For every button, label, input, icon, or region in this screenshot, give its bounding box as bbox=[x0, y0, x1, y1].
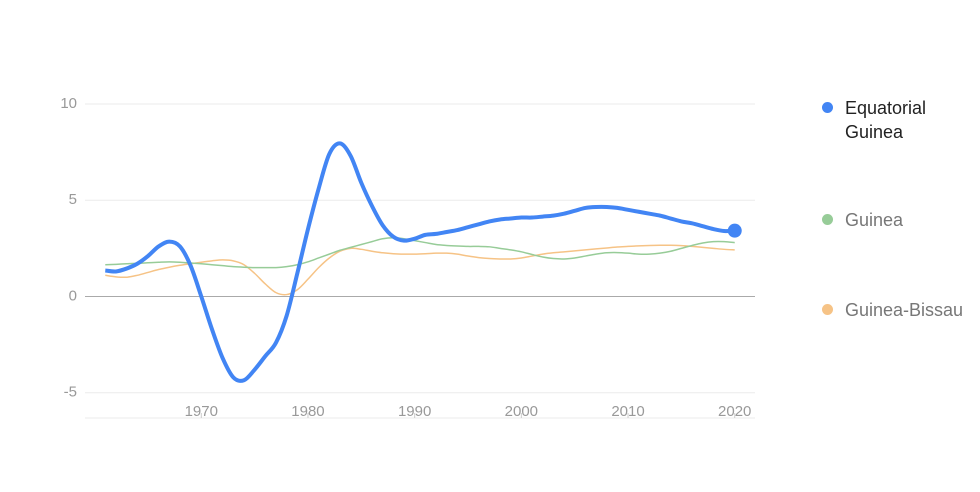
legend-label: Guinea-Bissau bbox=[845, 300, 964, 320]
y-tick-label: 5 bbox=[69, 191, 77, 208]
legend-item[interactable]: Guinea bbox=[822, 208, 965, 232]
legend-item[interactable]: Equatorial Guinea bbox=[822, 96, 965, 144]
x-tick-label: 2000 bbox=[505, 403, 538, 420]
legend-item[interactable]: Guinea-Bissau bbox=[822, 298, 965, 322]
series-line bbox=[105, 141, 735, 383]
legend-marker bbox=[822, 102, 833, 113]
legend-label: Guinea bbox=[845, 210, 904, 230]
legend-label: Equatorial Guinea bbox=[845, 98, 927, 142]
series-line bbox=[105, 244, 735, 296]
x-tick-label: 2020 bbox=[718, 403, 751, 420]
x-tick-label: 1970 bbox=[185, 403, 218, 420]
legend-marker bbox=[822, 214, 833, 225]
legend-marker bbox=[822, 304, 833, 315]
y-tick-label: 10 bbox=[60, 95, 77, 112]
series-line bbox=[105, 237, 735, 269]
x-tick-label: 1990 bbox=[398, 403, 431, 420]
x-tick-label: 1980 bbox=[291, 403, 324, 420]
x-tick-label: 2010 bbox=[611, 403, 644, 420]
y-tick-label: 0 bbox=[69, 287, 77, 304]
y-tick-label: -5 bbox=[64, 384, 77, 401]
end-point bbox=[727, 223, 742, 238]
